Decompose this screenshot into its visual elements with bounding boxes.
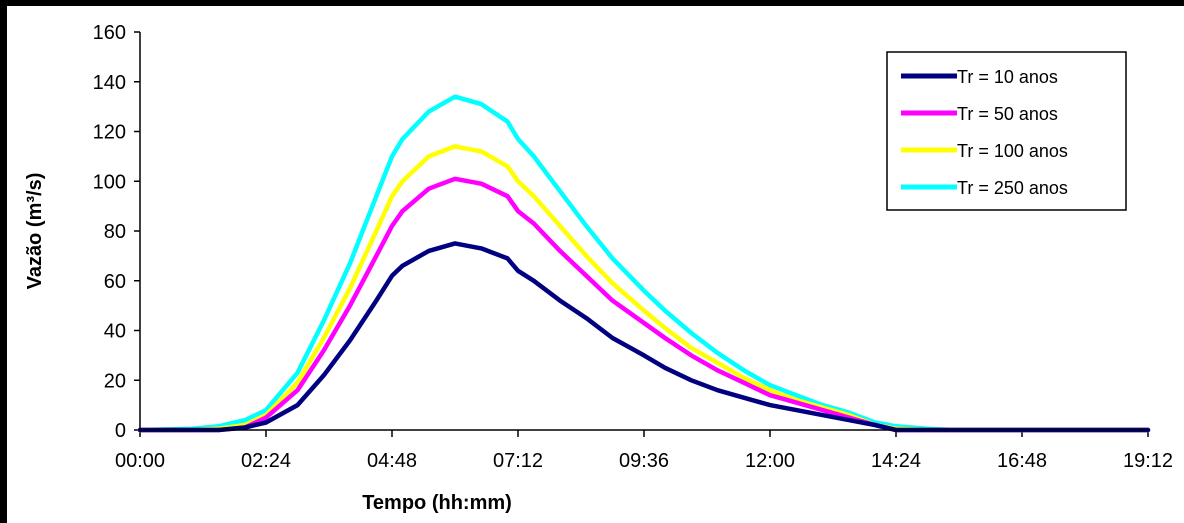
x-tick-label: 04:48 — [367, 450, 417, 472]
x-tick-label: 00:00 — [115, 450, 165, 472]
series-line-3 — [137, 94, 1151, 433]
y-axis-ticks: 0 20 40 60 80 100 120 140 160 — [93, 22, 140, 442]
x-tick-label: 19:12 — [1123, 450, 1173, 472]
legend-label: Tr = 250 anos — [957, 178, 1068, 198]
x-tick-label: 07:12 — [493, 450, 543, 472]
y-tick-label: 100 — [93, 171, 126, 193]
x-tick-label: 12:00 — [745, 450, 795, 472]
x-tick-label: 02:24 — [241, 450, 291, 472]
legend-label: Tr = 50 anos — [957, 104, 1058, 124]
x-tick-label: 14:24 — [871, 450, 921, 472]
y-tick-label: 0 — [115, 420, 126, 442]
y-tick-label: 80 — [104, 221, 126, 243]
chart: 0 20 40 60 80 100 120 140 160 00:00 02:24 04:48 07:… — [24, 22, 1173, 514]
legend: Tr = 10 anos Tr = 50 anos Tr = 100 anos Tr … — [886, 51, 1127, 211]
y-tick-label: 120 — [93, 122, 126, 144]
y-tick-label: 40 — [104, 321, 126, 343]
series-line-0 — [137, 241, 1151, 433]
x-tick-label: 16:48 — [997, 450, 1047, 472]
x-axis-ticks: 00:00 02:24 04:48 07:12 09:36 12:00 14:24 16:48… — [115, 430, 1173, 472]
legend-label: Tr = 100 anos — [957, 141, 1068, 161]
x-tick-label: 09:36 — [619, 450, 669, 472]
y-tick-label: 60 — [104, 271, 126, 293]
series-layer — [137, 94, 1151, 433]
y-tick-label: 140 — [93, 72, 126, 94]
chart-frame: 0 20 40 60 80 100 120 140 160 00:00 02:24 04:48 07:… — [7, 6, 1184, 523]
x-axis-title: Tempo (hh:mm) — [362, 492, 512, 514]
y-tick-label: 160 — [93, 22, 126, 44]
y-axis-title: Vazão (m³/s) — [24, 173, 46, 290]
y-tick-label: 20 — [104, 370, 126, 392]
legend-label: Tr = 10 anos — [957, 67, 1058, 87]
